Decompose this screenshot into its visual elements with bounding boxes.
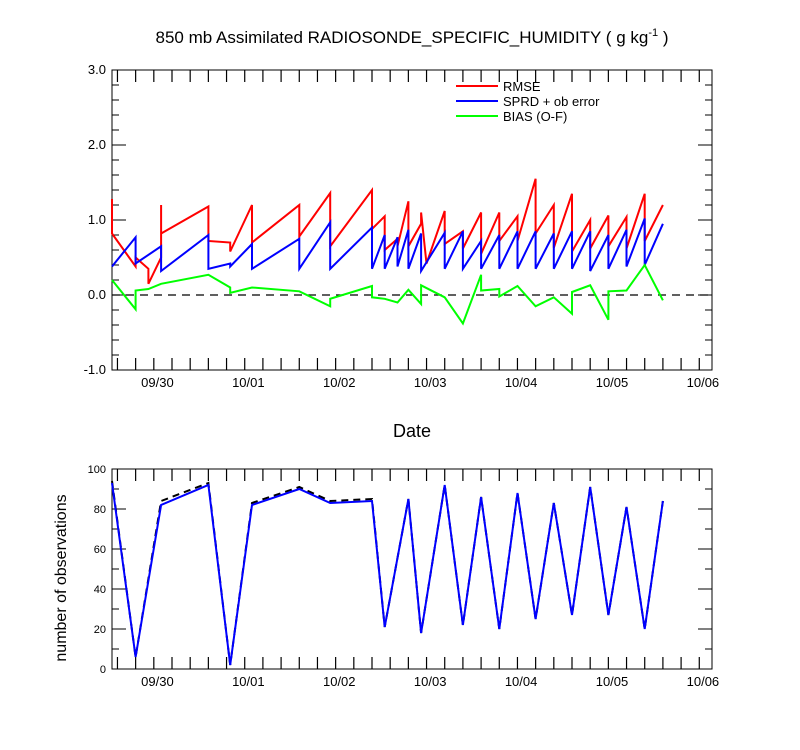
x-tick-label: 10/05 (596, 375, 629, 390)
x-tick-label: 10/03 (414, 375, 447, 390)
legend-label: SPRD + ob error (503, 94, 600, 109)
y-axis-label-observations: number of observations (53, 494, 70, 661)
series-line-possible (111, 480, 664, 666)
series-line-rmse (111, 178, 664, 285)
y-tick-label: 2.0 (88, 137, 106, 152)
series-line-assimilated (111, 482, 664, 666)
y-tick-label: 3.0 (88, 62, 106, 77)
y-tick-label: 100 (88, 464, 106, 476)
y-tick-label: -1.0 (84, 362, 106, 377)
y-tick-label: 0 (100, 664, 106, 676)
x-tick-label: 10/03 (414, 674, 447, 689)
x-tick-label: 09/30 (141, 674, 174, 689)
x-tick-label: 10/06 (687, 375, 720, 390)
y-tick-label: 1.0 (88, 212, 106, 227)
series-line-sprd-ob-error (111, 218, 664, 275)
y-tick-label: 60 (94, 544, 106, 556)
x-tick-label: 10/02 (323, 674, 356, 689)
legend-label: BIAS (O-F) (503, 109, 567, 124)
legend-label: RMSE (503, 79, 541, 94)
x-tick-label: 10/04 (505, 375, 538, 390)
plot-frame (111, 69, 713, 371)
y-tick-label: 80 (94, 504, 106, 516)
x-tick-label: 10/01 (232, 674, 265, 689)
observation-count-plot: 0 20 40 60 80 100 09/30 10/01 10/02 10/03 10/04 10/… (88, 464, 720, 689)
x-tick-label: 10/01 (232, 375, 265, 390)
x-axis-label: Date (393, 421, 431, 441)
y-tick-label: 0.0 (88, 287, 106, 302)
x-tick-label: 10/04 (505, 674, 538, 689)
x-tick-label: 10/05 (596, 674, 629, 689)
series-line-bias-o-f (111, 263, 664, 326)
x-tick-label: 10/02 (323, 375, 356, 390)
y-tick-label: 40 (94, 584, 106, 596)
x-tick-label: 09/30 (141, 375, 174, 390)
humidity-stats-plot: -1.0 0.0 1.0 2.0 3.0 09/30 10/01 10/02 10/03 10/0… (84, 62, 720, 390)
chart-title: 850 mb Assimilated RADIOSONDE_SPECIFIC_H… (156, 27, 669, 47)
x-tick-label: 10/06 (687, 674, 720, 689)
y-tick-label: 20 (94, 624, 106, 636)
plot-frame (111, 468, 713, 670)
